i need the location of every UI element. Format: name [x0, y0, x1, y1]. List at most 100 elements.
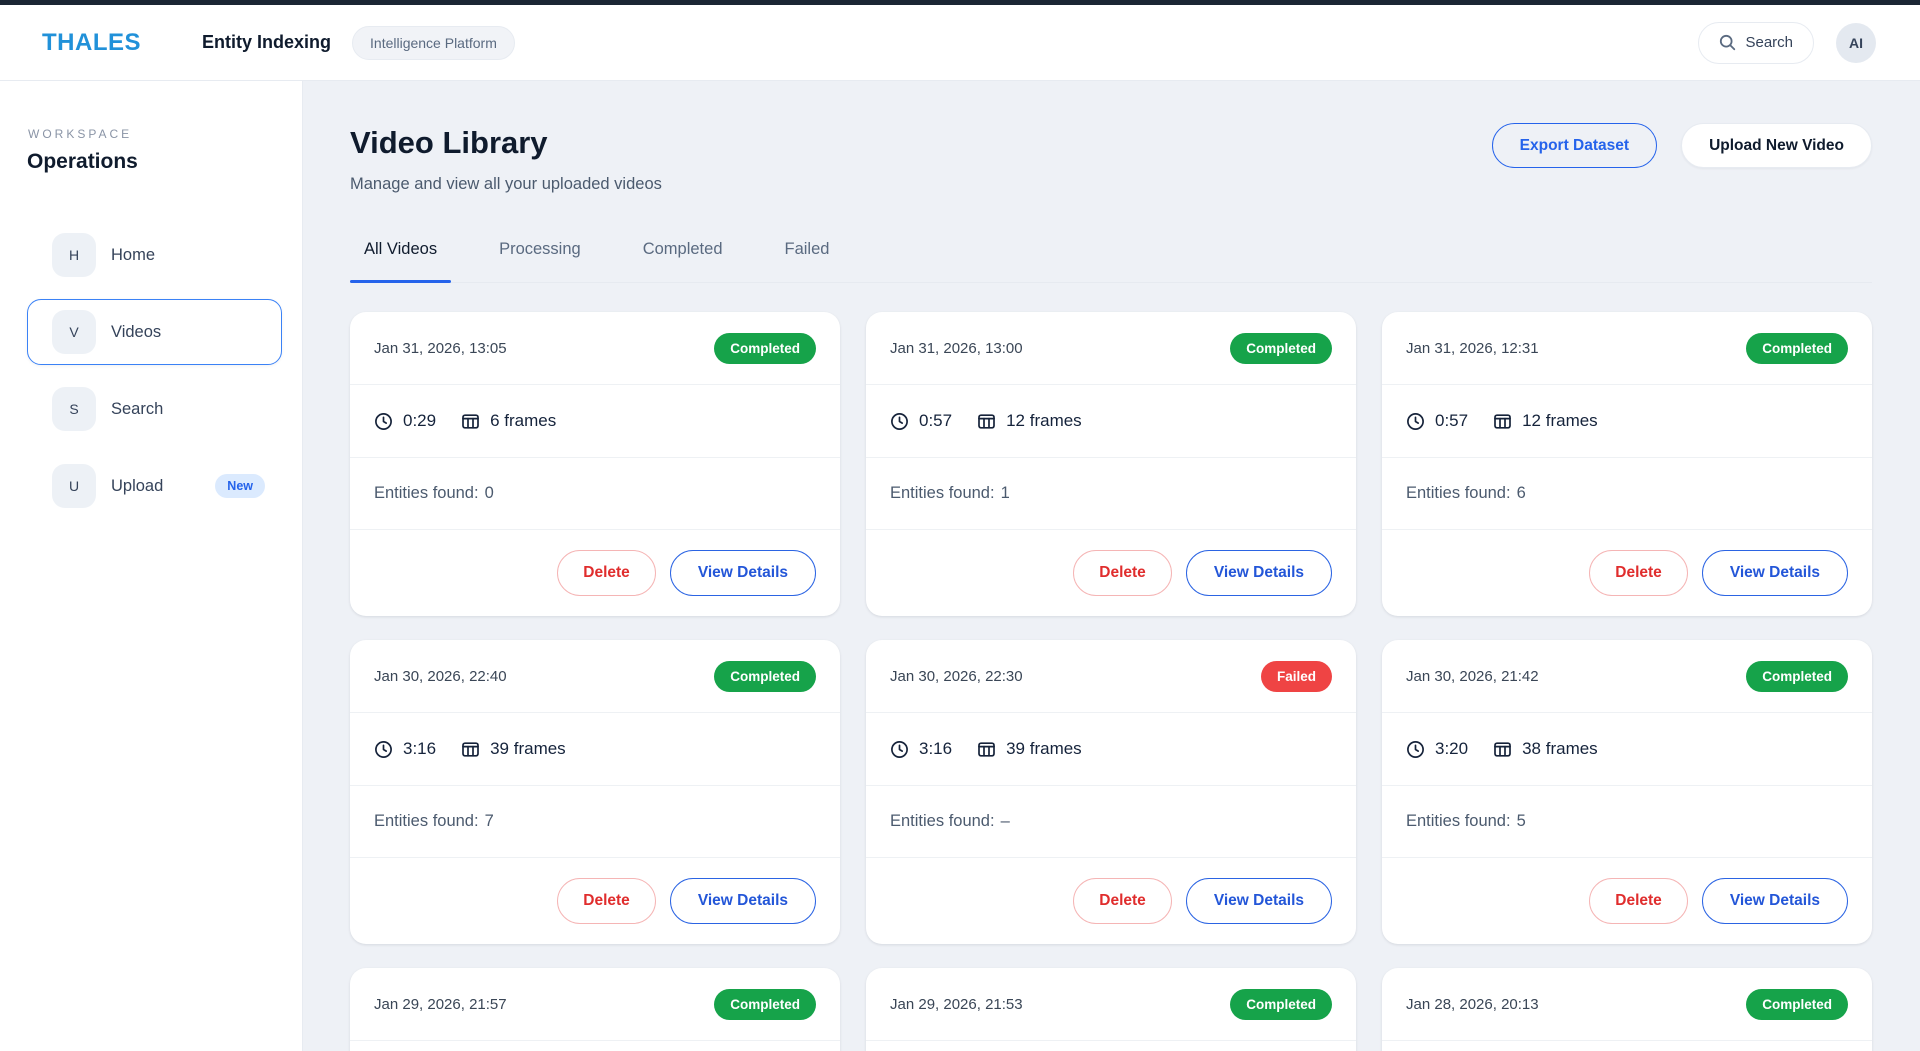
tab-completed[interactable]: Completed [642, 240, 723, 258]
avatar[interactable]: AI [1836, 22, 1876, 63]
clock-icon [1406, 740, 1425, 759]
entities-value: 1 [1000, 484, 1010, 502]
clock-icon [890, 740, 909, 759]
status-badge: Completed [714, 988, 816, 1020]
sidebar-item-search[interactable]: S Search [27, 376, 282, 442]
video-card: Jan 29, 2026, 21:53 Completed Entit [866, 968, 1356, 1051]
clock-icon [374, 412, 393, 431]
status-badge: Completed [714, 332, 816, 364]
video-card: Jan 31, 2026, 12:31 Completed 0:57 12 fr… [1382, 312, 1872, 616]
card-stats: 3:20 38 frames [1382, 713, 1872, 786]
entities-label: Entities found: [374, 484, 479, 502]
clock-icon [374, 740, 393, 759]
delete-button[interactable]: Delete [557, 550, 656, 596]
app-title: Entity Indexing [202, 32, 332, 52]
card-stats: 0:57 12 frames [866, 385, 1356, 458]
video-card: Jan 31, 2026, 13:05 Completed 0:29 6 fra… [350, 312, 840, 616]
thales-logo: THALES [42, 28, 141, 56]
delete-button[interactable]: Delete [1073, 550, 1172, 596]
video-card: Jan 29, 2026, 21:57 Completed Entit [350, 968, 840, 1051]
video-card: Jan 30, 2026, 22:40 Completed 3:16 39 fr… [350, 640, 840, 944]
delete-button[interactable]: Delete [1589, 878, 1688, 924]
card-entities-row: Entities found: 5 [1382, 786, 1872, 858]
search-initial-icon: S [52, 387, 96, 431]
clock-icon [1406, 412, 1425, 431]
delete-button[interactable]: Delete [1589, 550, 1688, 596]
video-frames: 38 frames [1522, 739, 1598, 758]
view-details-button[interactable]: View Details [1701, 878, 1848, 924]
video-duration: 0:29 [403, 411, 437, 430]
platform-badge: Intelligence Platform [352, 25, 515, 60]
top-accent-bar [0, 0, 1920, 5]
film-frames-icon [1493, 741, 1512, 758]
video-duration: 3:20 [1435, 739, 1469, 758]
video-frames: 12 frames [1522, 411, 1598, 430]
card-stats: 3:16 39 frames [866, 713, 1356, 786]
video-frames: 6 frames [490, 411, 557, 430]
view-details-button[interactable]: View Details [669, 878, 816, 924]
card-header: Jan 31, 2026, 13:00 Completed [866, 312, 1356, 385]
sidebar-item-label: Videos [111, 322, 162, 341]
card-stats [350, 1041, 840, 1051]
card-entities-row: Entities found: 0 [350, 458, 840, 530]
card-header: Jan 30, 2026, 21:42 Completed [1382, 640, 1872, 713]
status-badge: Completed [1230, 988, 1332, 1020]
video-card: Jan 28, 2026, 20:13 Completed Entit [1382, 968, 1872, 1051]
card-footer: Delete View Details [1382, 530, 1872, 616]
video-grid: Jan 31, 2026, 13:05 Completed 0:29 6 fra… [350, 312, 1872, 1051]
sidebar-item-home[interactable]: H Home [27, 222, 282, 288]
video-date: Jan 31, 2026, 13:00 [890, 339, 1023, 357]
card-footer: Delete View Details [1382, 858, 1872, 944]
film-frames-icon [977, 741, 996, 758]
sidebar-item-label: Home [111, 245, 156, 264]
export-dataset-button[interactable]: Export Dataset [1491, 123, 1658, 168]
card-stats [1382, 1041, 1872, 1051]
entities-label: Entities found: [1406, 812, 1511, 830]
tab-bar: All Videos Processing Completed Failed [350, 236, 1872, 283]
video-date: Jan 30, 2026, 22:30 [890, 667, 1023, 685]
search-label: Search [1745, 34, 1793, 51]
card-header: Jan 30, 2026, 22:40 Completed [350, 640, 840, 713]
tab-processing[interactable]: Processing [499, 240, 581, 258]
page-title: Video Library [350, 125, 548, 160]
card-footer: Delete View Details [350, 530, 840, 616]
card-header: Jan 29, 2026, 21:53 Completed [866, 968, 1356, 1041]
upload-new-video-button[interactable]: Upload New Video [1681, 123, 1872, 168]
card-entities-row: Entities found: – [866, 786, 1356, 858]
view-details-button[interactable]: View Details [1185, 878, 1332, 924]
tab-failed[interactable]: Failed [784, 240, 830, 258]
workspace-name: Operations [27, 150, 138, 173]
sidebar-item-label: Upload [111, 476, 164, 495]
card-entities-row: Entities found: 7 [350, 786, 840, 858]
home-initial-icon: H [52, 233, 96, 277]
new-badge: New [215, 474, 265, 498]
video-frames: 12 frames [1006, 411, 1082, 430]
video-date: Jan 30, 2026, 22:40 [374, 667, 507, 685]
main-content: Video Library Manage and view all your u… [303, 81, 1920, 1051]
search-button[interactable]: Search [1698, 21, 1814, 64]
sidebar-item-videos[interactable]: V Videos [27, 299, 282, 365]
card-header: Jan 31, 2026, 13:05 Completed [350, 312, 840, 385]
entities-label: Entities found: [1406, 484, 1511, 502]
video-frames: 39 frames [1006, 739, 1082, 758]
video-date: Jan 31, 2026, 12:31 [1406, 339, 1539, 357]
card-footer: Delete View Details [866, 858, 1356, 944]
entities-value: – [1000, 812, 1010, 830]
card-stats: 0:29 6 frames [350, 385, 840, 458]
sidebar-item-upload[interactable]: U Upload New [27, 453, 282, 519]
entities-label: Entities found: [890, 484, 995, 502]
card-entities-row: Entities found: 6 [1382, 458, 1872, 530]
view-details-button[interactable]: View Details [1701, 550, 1848, 596]
view-details-button[interactable]: View Details [669, 550, 816, 596]
delete-button[interactable]: Delete [1073, 878, 1172, 924]
search-icon [1719, 34, 1736, 51]
upload-initial-icon: U [52, 464, 96, 508]
video-frames: 39 frames [490, 739, 566, 758]
view-details-button[interactable]: View Details [1185, 550, 1332, 596]
status-badge: Failed [1260, 660, 1332, 692]
video-duration: 3:16 [403, 739, 437, 758]
tab-all-videos[interactable]: All Videos [350, 236, 452, 283]
film-frames-icon [1493, 413, 1512, 430]
entities-value: 7 [484, 812, 494, 830]
delete-button[interactable]: Delete [557, 878, 656, 924]
